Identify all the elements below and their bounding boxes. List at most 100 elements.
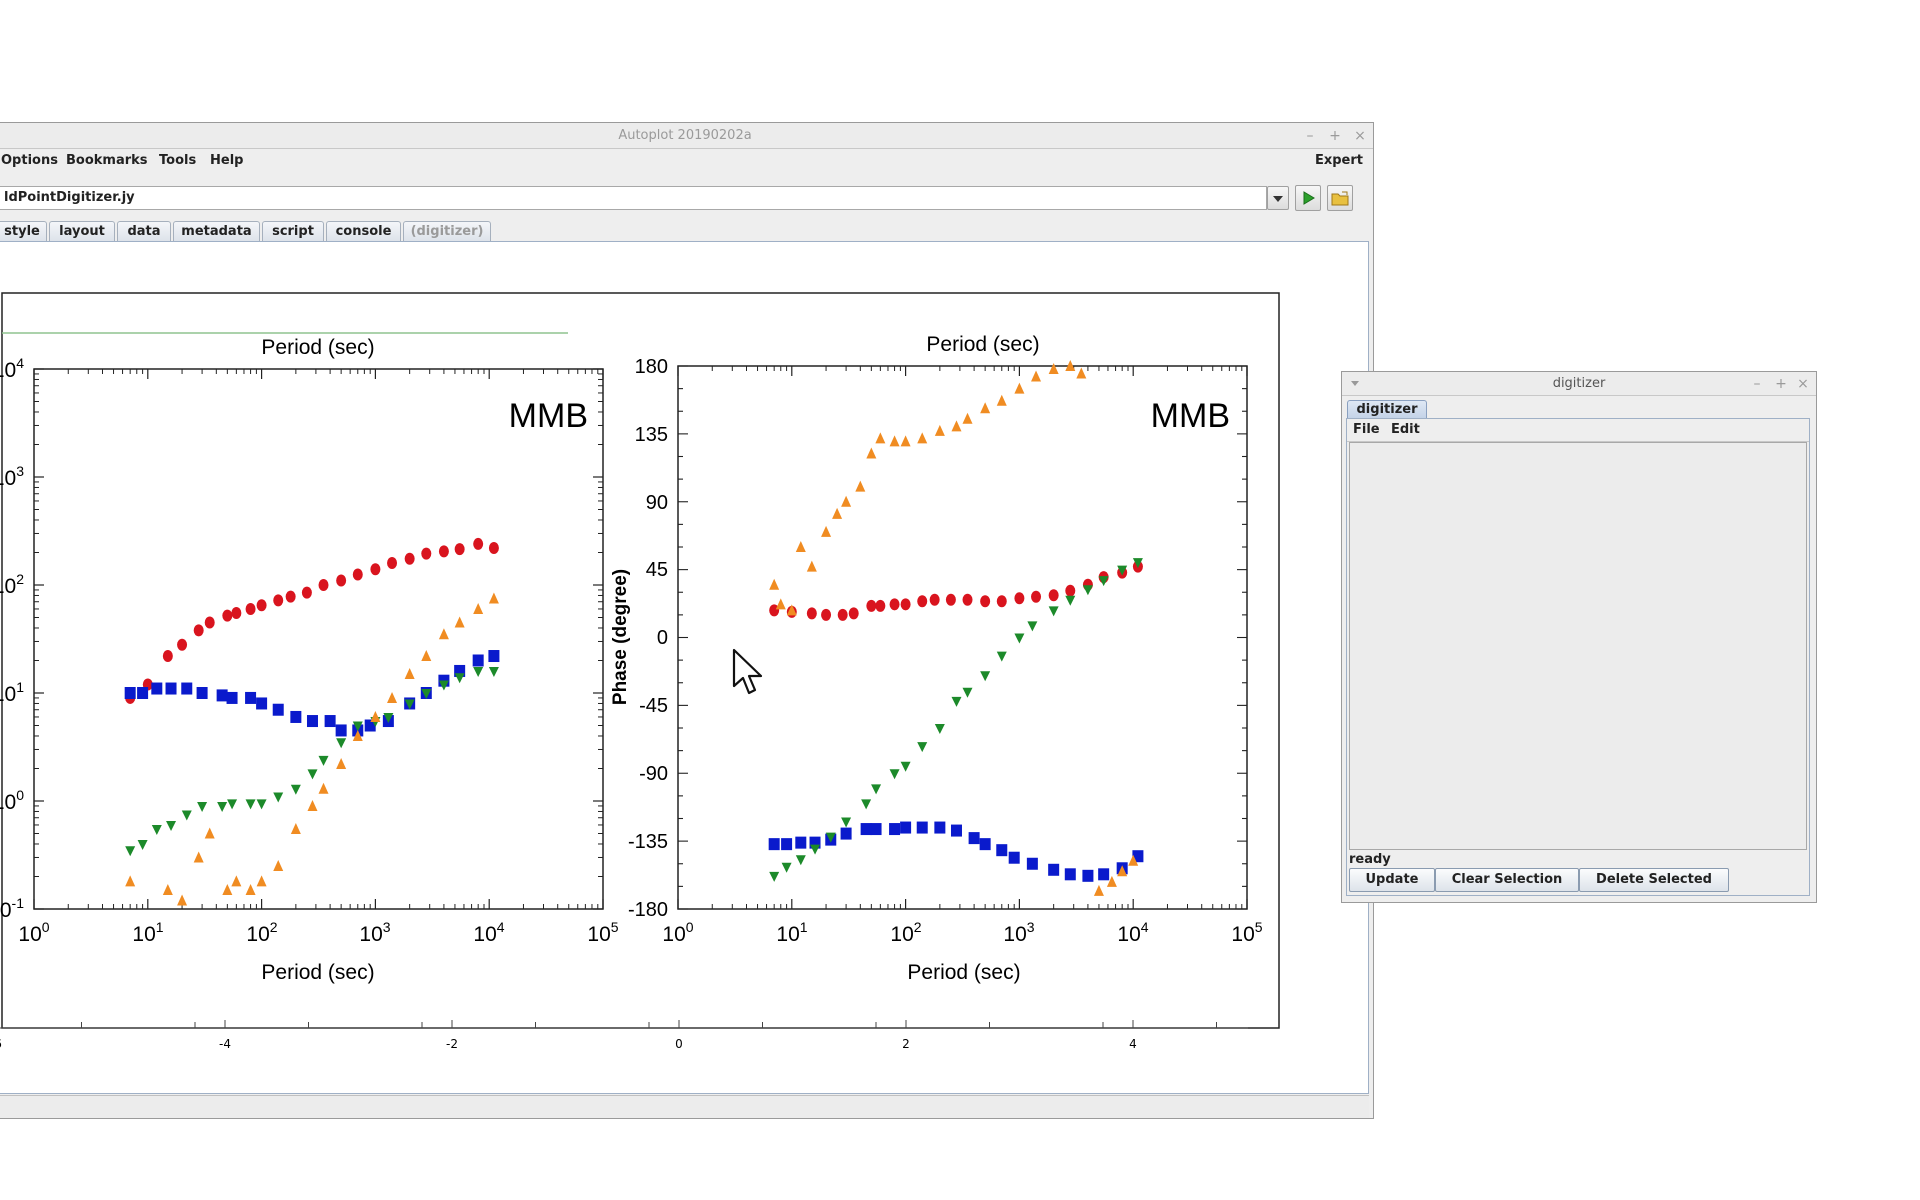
right-series3-point [1093,884,1104,896]
right-series0-point [996,595,1007,608]
left-series1-point [181,682,193,695]
left-series3-point [421,650,432,662]
mouse-cursor-icon [732,648,763,695]
right-series3-point [1065,360,1076,371]
menu-help[interactable]: Help [210,153,244,168]
right-series2-point [1117,565,1128,576]
right-series2-point [1132,558,1143,569]
tab-style[interactable]: style [0,221,47,241]
right-series1-point [916,821,928,834]
menu-bookmarks[interactable]: Bookmarks [66,153,148,168]
autoplot-tick-label: -2 [446,1037,458,1051]
status-bar [0,1095,1369,1118]
tab-layout[interactable]: layout [49,221,115,241]
left-series0-point [245,602,256,615]
autoplot-titlebar[interactable]: Autoplot 20190202a – + × [0,123,1373,149]
left-y-tick-label: 100 [0,787,24,814]
digitizer-title: digitizer [1552,376,1606,391]
tab-script[interactable]: script [262,221,324,241]
left-y-tick-label: 103 [0,463,24,490]
right-x-tick-label: 100 [662,919,693,946]
right-plot-ticks [677,365,1248,910]
left-series0-point [204,616,215,629]
right-series3-point [1076,367,1087,379]
digitizer-table-area[interactable] [1349,442,1807,850]
minimize-icon[interactable]: – [1306,128,1314,144]
left-series3-point [245,883,256,895]
close-icon[interactable]: × [1354,128,1366,144]
right-series0-point [929,593,940,606]
right-series2-point [917,742,928,753]
left-series1-point [290,710,302,723]
chevron-down-icon [1273,196,1283,202]
right-series3-point [996,394,1007,406]
tab-digitizer-panel[interactable]: digitizer [1347,400,1427,418]
right-series1-point [1026,857,1038,870]
tab-strip: style layout data metadata script consol… [0,221,1375,241]
canvas-panel[interactable]: Period (sec) Period (sec) MMB MMB Period… [0,241,1369,1094]
left-series3-point [387,691,398,703]
left-series2-point [438,680,449,691]
right-y-tick-label: 45 [646,559,668,581]
digitizer-window: digitizer – + × digitizer File Edit read… [1341,371,1817,903]
menu-options[interactable]: Options [1,153,58,168]
left-series3-point [125,875,136,887]
left-series2-point [421,689,432,699]
close-icon[interactable]: × [1797,376,1809,392]
left-series3-point [307,799,318,811]
left-series3-point [404,667,415,679]
left-x-tick-label: 100 [18,919,49,946]
tab-metadata[interactable]: metadata [173,221,260,241]
right-series3-point [875,432,886,444]
left-plot-marks [124,537,500,906]
window-menu-icon[interactable] [1348,376,1362,390]
right-series0-point [848,607,859,620]
right-series3-point [980,402,991,414]
right-series2-point [900,761,911,772]
tab-console[interactable]: console [326,221,401,241]
clear-selection-button[interactable]: Clear Selection [1435,868,1579,892]
menu-expert[interactable]: Expert [1314,153,1363,168]
left-series2-point [488,666,499,677]
left-series1-point [488,650,500,663]
left-series2-point [383,712,394,723]
right-series3-point [866,447,877,459]
autoplot-tick-label: 0 [675,1037,683,1051]
browse-folder-button[interactable] [1327,185,1353,211]
tab-digitizer[interactable]: (digitizer) [403,221,491,241]
left-series0-point [421,547,432,560]
digitizer-titlebar[interactable]: digitizer – + × [1342,372,1816,396]
right-series2-point [781,862,792,873]
left-plot-frame [33,368,604,910]
digitizer-menu-bar: File Edit [1347,419,1809,442]
right-series0-point [837,608,848,621]
left-series2-point [290,784,301,795]
left-mmb-label: MMB [509,397,588,435]
right-series2-point [934,724,945,734]
tab-data[interactable]: data [117,221,171,241]
left-plot-ticks [33,368,604,910]
maximize-icon[interactable]: + [1775,376,1787,392]
right-series2-point [825,832,836,843]
uri-input[interactable]: ldPointDigitizer.jy [0,186,1267,210]
plot-go-button[interactable] [1295,185,1321,211]
left-xlabel: Period (sec) [261,961,374,984]
update-button[interactable]: Update [1349,868,1435,892]
right-series3-point [951,420,962,432]
minimize-icon[interactable]: – [1753,376,1761,392]
maximize-icon[interactable]: + [1329,128,1341,144]
right-y-tick-label: 180 [635,356,668,378]
digitizer-content: File Edit ready Update Clear Selection D… [1346,418,1810,896]
menu-edit[interactable]: Edit [1391,422,1420,437]
right-series3-point [806,560,817,572]
menu-bar: Options Bookmarks Tools Help Expert [0,150,1373,172]
delete-selected-button[interactable]: Delete Selected [1579,868,1729,892]
right-x-tick-label: 105 [1231,919,1262,946]
right-x-tick-label: 103 [1003,919,1034,946]
play-icon [1303,191,1315,205]
right-series0-point [875,599,886,612]
uri-dropdown-button[interactable] [1267,186,1289,210]
right-series1-point [1082,869,1094,882]
menu-tools[interactable]: Tools [159,153,197,168]
menu-file[interactable]: File [1353,422,1380,437]
